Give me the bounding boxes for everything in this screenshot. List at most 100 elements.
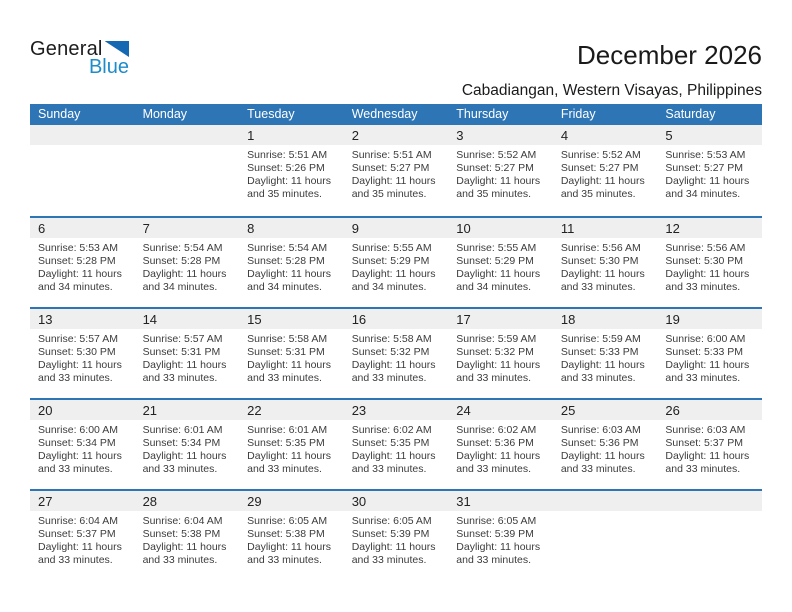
sunrise-text: Sunrise: 6:00 AM	[665, 333, 746, 345]
logo: General Blue	[30, 38, 129, 79]
day-cell: 4 Sunrise: 5:52 AM Sunset: 5:27 PM Daylight…	[552, 125, 658, 216]
daylight-text: Daylight: 11 hours and 35 minutes.	[456, 175, 541, 200]
calendar-weeks: 1 Sunrise: 5:51 AM Sunset: 5:26 PM Daylight…	[30, 125, 762, 580]
day-number: 25	[552, 400, 658, 420]
day-number: 6	[30, 218, 135, 238]
calendar-table: Sunday Monday Tuesday Wednesday Thursday…	[30, 104, 762, 580]
daylight-text: Daylight: 11 hours and 33 minutes.	[560, 450, 645, 475]
week-row: 1 Sunrise: 5:51 AM Sunset: 5:26 PM Daylight…	[30, 125, 762, 216]
daylight-text: Daylight: 11 hours and 33 minutes.	[665, 359, 750, 384]
daylight-text: Daylight: 11 hours and 33 minutes.	[456, 359, 541, 384]
sunset-text: Sunset: 5:28 PM	[142, 255, 221, 267]
day-cell: 5 Sunrise: 5:53 AM Sunset: 5:27 PM Daylight…	[657, 125, 762, 216]
day-number: 8	[239, 218, 344, 238]
sunrise-text: Sunrise: 5:58 AM	[351, 333, 432, 345]
sunrise-text: Sunrise: 6:00 AM	[38, 424, 118, 436]
sunset-text: Sunset: 5:38 PM	[142, 528, 221, 540]
title-block: December 2026 Cabadiangan, Western Visay…	[462, 40, 762, 100]
day-number: 30	[343, 491, 449, 511]
sunrise-text: Sunrise: 6:02 AM	[351, 424, 432, 436]
day-number: 26	[657, 400, 762, 420]
day-details: Sunrise: 6:04 AM Sunset: 5:38 PM Daylight:…	[135, 511, 240, 567]
sunset-text: Sunset: 5:33 PM	[560, 346, 639, 358]
sunrise-text: Sunrise: 5:52 AM	[456, 149, 537, 161]
day-number: 4	[552, 125, 658, 145]
day-details: Sunrise: 5:54 AM Sunset: 5:28 PM Daylight:…	[135, 238, 240, 294]
sunset-text: Sunset: 5:36 PM	[456, 437, 534, 449]
day-cell: 26 Sunrise: 6:03 AM Sunset: 5:37 PM Dayligh…	[657, 400, 762, 489]
day-cell: 12 Sunrise: 5:56 AM Sunset: 5:30 PM Dayligh…	[657, 218, 762, 307]
day-cell: 31 Sunrise: 6:05 AM Sunset: 5:39 PM Dayligh…	[448, 491, 553, 580]
logo-text-general: General	[30, 38, 103, 60]
daylight-text: Daylight: 11 hours and 33 minutes.	[665, 268, 750, 293]
day-number: 13	[30, 309, 135, 329]
daylight-text: Daylight: 11 hours and 33 minutes.	[142, 541, 227, 566]
sunrise-text: Sunrise: 5:54 AM	[247, 242, 328, 254]
day-number: 23	[343, 400, 449, 420]
day-details: Sunrise: 6:00 AM Sunset: 5:33 PM Daylight:…	[657, 329, 762, 385]
logo-line-1: General	[30, 38, 129, 61]
daylight-text: Daylight: 11 hours and 33 minutes.	[351, 541, 436, 566]
weekday-label-thursday: Thursday	[456, 107, 509, 121]
sunrise-text: Sunrise: 5:51 AM	[351, 149, 432, 161]
daylight-text: Daylight: 11 hours and 34 minutes.	[456, 268, 541, 293]
day-details: Sunrise: 5:51 AM Sunset: 5:27 PM Daylight:…	[344, 145, 449, 201]
day-details: Sunrise: 5:58 AM Sunset: 5:32 PM Daylight:…	[344, 329, 449, 385]
sunset-text: Sunset: 5:37 PM	[38, 528, 116, 540]
day-cell: 19 Sunrise: 6:00 AM Sunset: 5:33 PM Dayligh…	[657, 309, 762, 398]
daylight-text: Daylight: 11 hours and 33 minutes.	[38, 359, 122, 384]
sunrise-text: Sunrise: 6:03 AM	[560, 424, 641, 436]
day-details: Sunrise: 5:58 AM Sunset: 5:31 PM Daylight:…	[239, 329, 344, 385]
day-details: Sunrise: 5:59 AM Sunset: 5:33 PM Daylight:…	[553, 329, 658, 385]
day-number: 16	[343, 309, 449, 329]
sunset-text: Sunset: 5:33 PM	[665, 346, 744, 358]
day-details: Sunrise: 5:55 AM Sunset: 5:29 PM Daylight:…	[344, 238, 449, 294]
day-number: 12	[657, 218, 762, 238]
day-number: 9	[343, 218, 449, 238]
day-cell: 30 Sunrise: 6:05 AM Sunset: 5:39 PM Dayligh…	[343, 491, 449, 580]
day-number: 21	[134, 400, 240, 420]
daylight-text: Daylight: 11 hours and 34 minutes.	[665, 175, 750, 200]
day-details: Sunrise: 5:59 AM Sunset: 5:32 PM Daylight:…	[448, 329, 553, 385]
sunset-text: Sunset: 5:30 PM	[560, 255, 639, 267]
location-subtitle: Cabadiangan, Western Visayas, Philippine…	[461, 82, 762, 99]
day-cell: 3 Sunrise: 5:52 AM Sunset: 5:27 PM Daylight…	[448, 125, 553, 216]
sunset-text: Sunset: 5:31 PM	[247, 346, 325, 358]
day-details: Sunrise: 5:52 AM Sunset: 5:27 PM Daylight:…	[553, 145, 658, 201]
day-cell: 23 Sunrise: 6:02 AM Sunset: 5:35 PM Dayligh…	[343, 400, 449, 489]
day-number: 31	[448, 491, 553, 511]
daylight-text: Daylight: 11 hours and 34 minutes.	[351, 268, 436, 293]
daylight-text: Daylight: 11 hours and 35 minutes.	[247, 175, 331, 200]
logo-text-blue: Blue	[88, 56, 129, 78]
sunrise-text: Sunrise: 5:59 AM	[456, 333, 537, 345]
weekday-label-saturday: Saturday	[665, 107, 716, 121]
day-details: Sunrise: 6:05 AM Sunset: 5:39 PM Daylight:…	[344, 511, 449, 567]
day-cell: 29 Sunrise: 6:05 AM Sunset: 5:38 PM Dayligh…	[239, 491, 344, 580]
day-details: Sunrise: 5:52 AM Sunset: 5:27 PM Daylight:…	[448, 145, 553, 201]
day-cell: 20 Sunrise: 6:00 AM Sunset: 5:34 PM Dayligh…	[30, 400, 135, 489]
daylight-text: Daylight: 11 hours and 33 minutes.	[456, 450, 541, 475]
day-cell: 25 Sunrise: 6:03 AM Sunset: 5:36 PM Dayligh…	[552, 400, 658, 489]
daylight-text: Daylight: 11 hours and 34 minutes.	[247, 268, 331, 293]
day-number: 10	[448, 218, 553, 238]
sunset-text: Sunset: 5:29 PM	[456, 255, 534, 267]
day-number: 7	[134, 218, 240, 238]
sunrise-text: Sunrise: 5:53 AM	[38, 242, 118, 254]
day-cell: 21 Sunrise: 6:01 AM Sunset: 5:34 PM Dayligh…	[134, 400, 240, 489]
day-cell: 28 Sunrise: 6:04 AM Sunset: 5:38 PM Dayligh…	[134, 491, 240, 580]
logo-flag-icon	[104, 41, 129, 57]
sunset-text: Sunset: 5:28 PM	[247, 255, 325, 267]
logo-line-2: Blue	[30, 56, 129, 79]
sunset-text: Sunset: 5:34 PM	[142, 437, 221, 449]
sunrise-text: Sunrise: 5:55 AM	[456, 242, 537, 254]
day-number: 19	[657, 309, 762, 329]
sunrise-text: Sunrise: 6:03 AM	[665, 424, 746, 436]
sunrise-text: Sunrise: 6:01 AM	[142, 424, 223, 436]
daylight-text: Daylight: 11 hours and 33 minutes.	[560, 268, 645, 293]
day-details: Sunrise: 6:05 AM Sunset: 5:38 PM Daylight:…	[239, 511, 344, 567]
day-number: 3	[448, 125, 553, 145]
sunrise-text: Sunrise: 5:51 AM	[247, 149, 328, 161]
daylight-text: Daylight: 11 hours and 33 minutes.	[142, 450, 227, 475]
sunset-text: Sunset: 5:37 PM	[665, 437, 744, 449]
sunrise-text: Sunrise: 6:01 AM	[247, 424, 328, 436]
